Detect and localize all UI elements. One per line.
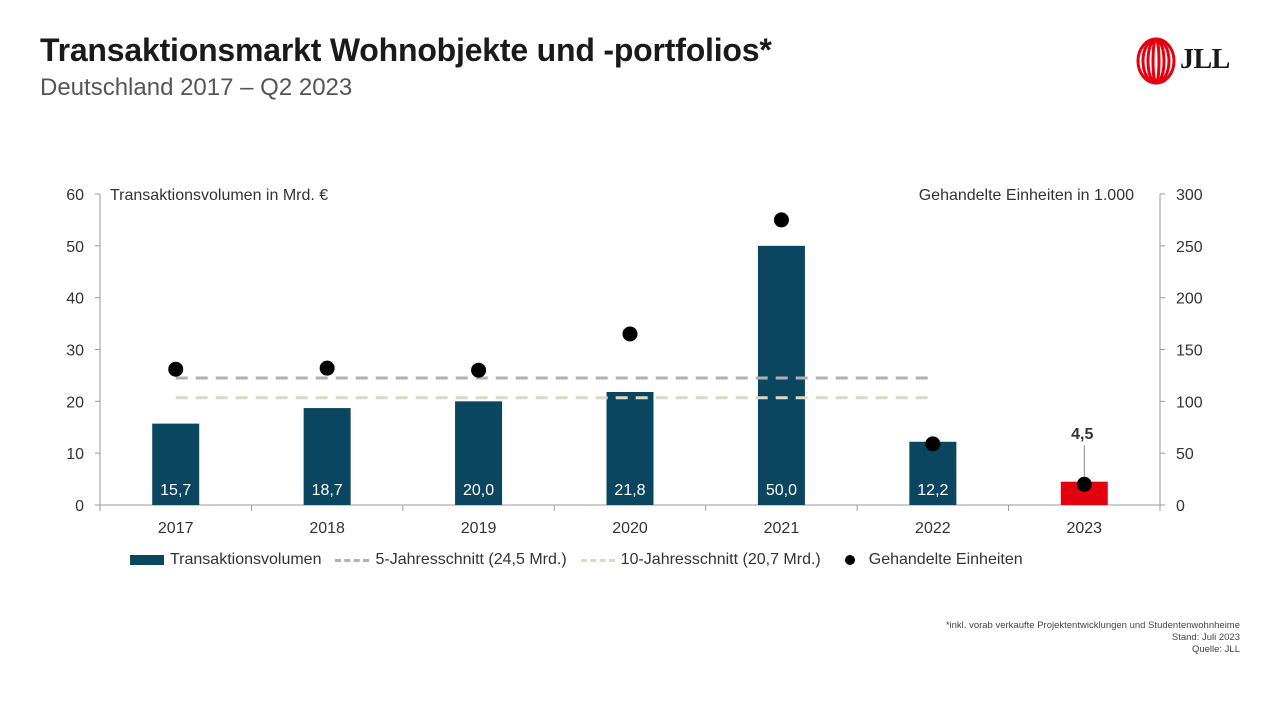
legend-label: 5-Jahresschnitt (24,5 Mrd.) xyxy=(375,551,567,568)
x-tick-label: 2019 xyxy=(461,520,497,537)
bar xyxy=(606,392,654,505)
legend-item-avg5: 5-Jahresschnitt (24,5 Mrd.) xyxy=(335,551,567,569)
y-right-tick-label: 0 xyxy=(1176,498,1185,515)
legend-swatch-dot xyxy=(844,555,855,565)
units-dot xyxy=(168,361,184,377)
units-dot xyxy=(1076,476,1092,492)
legend-item-avg10: 10-Jahresschnitt (20,7 Mrd.) xyxy=(580,551,821,569)
legend-label: Transaktionsvolumen xyxy=(170,551,322,568)
legend-swatch-bar xyxy=(130,555,164,565)
units-dot xyxy=(319,360,335,376)
legend-item-units: Gehandelte Einheiten xyxy=(835,551,1023,569)
legend: Transaktionsvolumen 5-Jahresschnitt (24,… xyxy=(130,548,1037,572)
x-tick-label: 2020 xyxy=(612,520,648,537)
legend-swatch-dash xyxy=(580,558,615,562)
y-right-tick-label: 100 xyxy=(1176,394,1203,411)
y-right-tick-label: 150 xyxy=(1176,343,1203,360)
jll-logo-text: JLL xyxy=(1180,44,1230,75)
footnote-line: Quelle: JLL xyxy=(1191,644,1240,655)
bar-value-label: 50,0 xyxy=(766,482,797,499)
y-right-tick-label: 50 xyxy=(1176,446,1194,463)
y-left-tick-label: 60 xyxy=(66,187,84,204)
jll-logo xyxy=(1136,37,1176,85)
y-left-tick-label: 50 xyxy=(66,239,84,256)
legend-swatch-dash xyxy=(335,558,370,562)
y-left-tick-label: 0 xyxy=(75,498,84,515)
y-left-tick-label: 10 xyxy=(66,446,84,463)
x-tick-label: 2017 xyxy=(158,520,194,537)
units-dot xyxy=(773,212,789,228)
y-right-axis-label: Gehandelte Einheiten in 1.000 xyxy=(919,187,1134,204)
bar-value-label: 15,7 xyxy=(160,482,191,499)
y-left-tick-label: 40 xyxy=(66,291,84,308)
y-right-tick-label: 200 xyxy=(1176,291,1203,308)
footnotes: *inkl. vorab verkaufte Projektentwicklun… xyxy=(946,620,1240,656)
page-subtitle: Deutschland 2017 – Q2 2023 xyxy=(40,74,353,101)
bar xyxy=(455,401,503,505)
bar xyxy=(152,423,200,505)
bar-value-label: 18,7 xyxy=(312,482,343,499)
x-tick-label: 2023 xyxy=(1066,520,1102,537)
y-right-tick-label: 300 xyxy=(1176,187,1203,204)
x-tick-label: 2022 xyxy=(915,520,951,537)
bar xyxy=(303,408,351,505)
y-left-tick-label: 20 xyxy=(66,394,84,411)
legend-label: 10-Jahresschnitt (20,7 Mrd.) xyxy=(620,551,821,568)
y-left-axis-label: Transaktionsvolumen in Mrd. € xyxy=(110,187,328,204)
y-left-tick-label: 30 xyxy=(66,343,84,360)
x-tick-label: 2018 xyxy=(309,520,345,537)
units-dot xyxy=(925,436,941,452)
units-dot xyxy=(471,362,487,378)
legend-item-volume: Transaktionsvolumen xyxy=(130,551,321,569)
legend-label: Gehandelte Einheiten xyxy=(868,551,1023,568)
bar xyxy=(757,245,805,506)
jll-logo-icon xyxy=(1136,37,1176,85)
bar xyxy=(1060,481,1108,505)
bar-value-label: 20,0 xyxy=(463,482,494,499)
footnote-line: Stand: Juli 2023 xyxy=(1171,632,1240,643)
chart: Transaktionsvolumen in Mrd. € Gehandelte… xyxy=(66,187,1203,537)
x-tick-label: 2021 xyxy=(764,520,800,537)
bar xyxy=(909,441,957,505)
units-dot xyxy=(622,326,638,342)
footnote-line: *inkl. vorab verkaufte Projektentwicklun… xyxy=(945,620,1240,631)
callout-label: 4,5 xyxy=(1071,426,1093,443)
y-right-tick-label: 250 xyxy=(1176,239,1203,256)
page-title: Transaktionsmarkt Wohnobjekte und -portf… xyxy=(40,32,772,68)
bar-value-label: 21,8 xyxy=(614,482,645,499)
bar-value-label: 12,2 xyxy=(917,482,948,499)
